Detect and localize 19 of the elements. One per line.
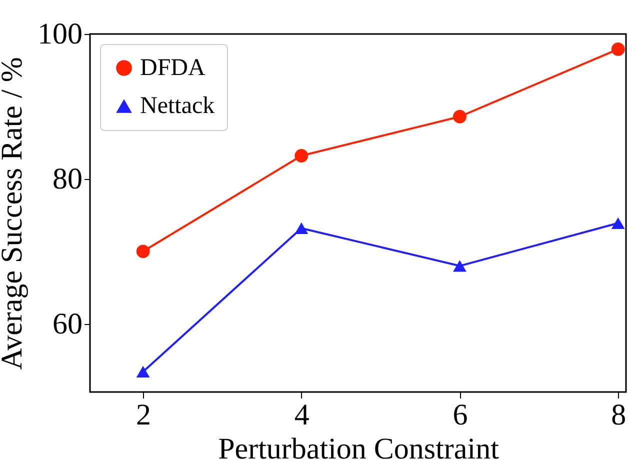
point	[294, 222, 308, 234]
x-tick-label: 2	[136, 398, 152, 432]
point	[136, 244, 150, 258]
x-tick-label: 8	[611, 398, 626, 432]
point	[611, 42, 625, 56]
legend-label: Nettack	[140, 93, 215, 119]
legend-label: DFDA	[140, 55, 206, 81]
point	[136, 366, 150, 378]
x-axis-title: Perturbation Constraint	[218, 432, 500, 466]
y-axis-title: Average Success Rate / %	[0, 57, 28, 370]
y-tick-label: 60	[52, 307, 82, 340]
point	[611, 217, 625, 229]
y-tick-label: 80	[52, 162, 82, 196]
x-tick-label: 6	[452, 398, 468, 432]
x-tick-label: 4	[294, 398, 310, 432]
point	[453, 110, 466, 124]
point	[294, 149, 308, 162]
y-tick-label: 100	[38, 18, 82, 50]
point	[453, 260, 466, 272]
